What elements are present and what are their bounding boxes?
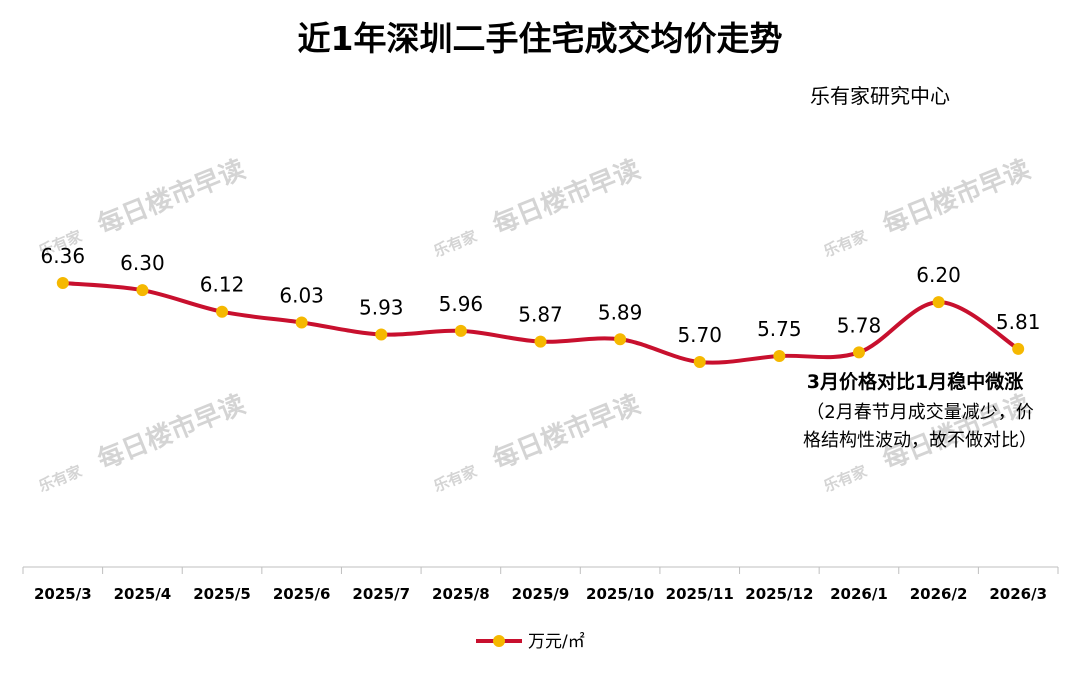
- data-label: 5.78: [837, 313, 882, 337]
- x-tick-label: 2025/6: [273, 585, 331, 603]
- data-point: [852, 346, 865, 359]
- data-point: [534, 335, 547, 348]
- data-point: [136, 284, 149, 297]
- data-label: 5.96: [439, 292, 484, 316]
- x-tick-label: 2025/9: [512, 585, 570, 603]
- x-axis-ticks: [22, 567, 1059, 574]
- watermark-text: 每日楼市早读: [488, 389, 644, 476]
- data-label: 5.87: [518, 303, 563, 327]
- x-tick-label: 2025/8: [432, 585, 490, 603]
- x-tick-label: 2025/12: [745, 585, 813, 603]
- legend: 万元/㎡: [476, 632, 585, 652]
- data-label: 6.12: [200, 273, 245, 297]
- chart-source: 乐有家研究中心: [810, 84, 950, 108]
- annotation-sub-line1: （2月春节月成交量减少，价: [806, 402, 1033, 423]
- data-point: [454, 324, 467, 337]
- x-tick-label: 2025/4: [114, 585, 172, 603]
- watermark-logo: 乐有家: [431, 227, 479, 261]
- data-point: [932, 296, 945, 309]
- x-tick-label: 2026/1: [830, 585, 888, 603]
- data-point: [1012, 342, 1025, 355]
- data-label: 6.03: [279, 284, 324, 308]
- watermark-logo: 乐有家: [821, 462, 869, 496]
- watermark-text: 每日楼市早读: [93, 154, 249, 241]
- x-tick-label: 2025/3: [34, 585, 92, 603]
- data-label: 6.20: [916, 263, 961, 287]
- legend-marker-swatch: [493, 635, 505, 647]
- watermark-logo: 乐有家: [821, 227, 869, 261]
- watermark-text: 每日楼市早读: [488, 154, 644, 241]
- legend-label: 万元/㎡: [528, 632, 585, 652]
- data-label: 5.93: [359, 295, 404, 319]
- data-label: 6.36: [41, 244, 86, 268]
- data-point: [375, 328, 388, 341]
- series-markers: [56, 277, 1025, 368]
- data-point: [614, 333, 627, 346]
- x-tick-label: 2026/3: [989, 585, 1047, 603]
- data-point: [295, 316, 308, 329]
- annotation-sub-line2: 格结构性波动，故不做对比）: [803, 430, 1037, 451]
- annotation-main: 3月价格对比1月稳中微涨: [807, 370, 1023, 393]
- data-point: [773, 350, 786, 363]
- data-label: 6.30: [120, 251, 165, 275]
- x-axis-labels: 2025/3 2025/4 2025/5 2025/6 2025/7 2025/8 2025…: [34, 585, 1047, 603]
- data-label: 5.70: [677, 323, 722, 347]
- x-tick-label: 2025/5: [193, 585, 251, 603]
- x-tick-label: 2025/10: [586, 585, 654, 603]
- x-tick-label: 2026/2: [910, 585, 968, 603]
- data-label: 5.81: [996, 310, 1041, 334]
- data-labels: 6.36 6.30 6.12 6.03 5.93 5.96 5.87 5.89 5.70 5.75…: [41, 244, 1041, 347]
- watermark-logo: 乐有家: [431, 462, 479, 496]
- data-point: [56, 277, 69, 289]
- data-point: [216, 305, 229, 318]
- data-label: 5.89: [598, 300, 643, 324]
- x-tick-label: 2025/11: [666, 585, 734, 603]
- data-point: [693, 356, 706, 368]
- data-label: 5.75: [757, 317, 802, 341]
- watermark-logo: 乐有家: [36, 462, 84, 496]
- x-tick-label: 2025/7: [352, 585, 410, 603]
- chart-title: 近1年深圳二手住宅成交均价走势: [298, 19, 783, 58]
- watermark-text: 每日楼市早读: [878, 154, 1034, 241]
- watermark-text: 每日楼市早读: [93, 389, 249, 476]
